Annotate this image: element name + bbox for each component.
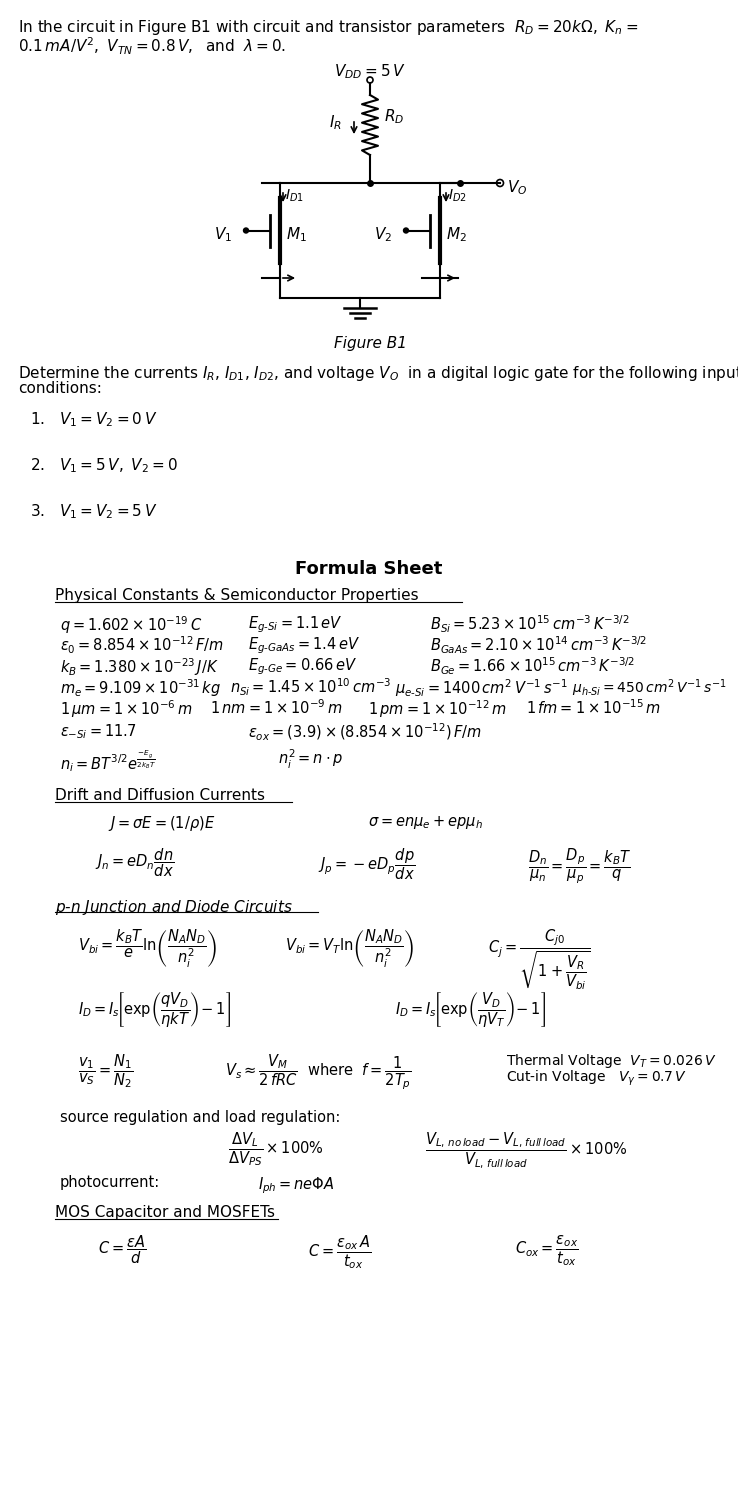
Text: conditions:: conditions: (18, 381, 102, 396)
Text: $V_s \approx \dfrac{V_M}{2\,fRC}$  where  $f = \dfrac{1}{2T_p}$: $V_s \approx \dfrac{V_M}{2\,fRC}$ where … (225, 1052, 412, 1092)
Text: $I_{D1}$: $I_{D1}$ (285, 187, 304, 204)
Text: $V_1$: $V_1$ (214, 225, 232, 245)
Text: $V_2$: $V_2$ (374, 225, 392, 245)
Text: $\varepsilon_{ox} = (3.9) \times (8.854 \times 10^{-12})\,F/m$: $\varepsilon_{ox} = (3.9) \times (8.854 … (248, 723, 482, 742)
Text: Formula Sheet: Formula Sheet (295, 559, 443, 578)
Text: $\sigma = en\mu_e + ep\mu_h$: $\sigma = en\mu_e + ep\mu_h$ (368, 813, 483, 832)
Text: $I_R$: $I_R$ (329, 113, 342, 132)
Text: $n_i^2 = n \cdot p$: $n_i^2 = n \cdot p$ (278, 748, 343, 771)
Text: Drift and Diffusion Currents: Drift and Diffusion Currents (55, 788, 265, 803)
Text: $R_D$: $R_D$ (384, 107, 404, 125)
Text: $J = \sigma E = (1/\rho)E$: $J = \sigma E = (1/\rho)E$ (108, 813, 215, 833)
Text: $V_{bi} = V_T\ln\!\left(\dfrac{N_A N_D}{n_i^2}\right)$: $V_{bi} = V_T\ln\!\left(\dfrac{N_A N_D}{… (285, 928, 414, 971)
Text: Figure B1: Figure B1 (334, 336, 407, 351)
Circle shape (404, 228, 409, 233)
Text: $E_{g\text{-}GaAs} = 1.4\,eV$: $E_{g\text{-}GaAs} = 1.4\,eV$ (248, 635, 360, 656)
Text: $I_D = I_s\!\left[\exp\!\left(\dfrac{qV_D}{\eta kT}\right)\!-1\right]$: $I_D = I_s\!\left[\exp\!\left(\dfrac{qV_… (78, 990, 231, 1030)
Text: $1\,\mu m = 1 \times 10^{-6}\,m$: $1\,\mu m = 1 \times 10^{-6}\,m$ (60, 699, 193, 720)
Circle shape (244, 228, 249, 233)
Text: $n_i = BT^{3/2}e^{\frac{-E_g}{2k_BT}}$: $n_i = BT^{3/2}e^{\frac{-E_g}{2k_BT}}$ (60, 748, 156, 774)
Text: $0.1\,mA/V^2,\ V_{TN} = 0.8\,V,$  and  $\lambda = 0$.: $0.1\,mA/V^2,\ V_{TN} = 0.8\,V,$ and $\l… (18, 36, 286, 57)
Text: $J_n = eD_n\dfrac{dn}{dx}$: $J_n = eD_n\dfrac{dn}{dx}$ (95, 847, 174, 878)
Text: $q = 1.602 \times 10^{-19}\,C$: $q = 1.602 \times 10^{-19}\,C$ (60, 614, 202, 635)
Text: $V_O$: $V_O$ (507, 178, 528, 197)
Text: $\dfrac{D_n}{\mu_n} = \dfrac{D_p}{\mu_p} = \dfrac{k_BT}{q}$: $\dfrac{D_n}{\mu_n} = \dfrac{D_p}{\mu_p}… (528, 847, 632, 885)
Text: $V_{DD}=5\,V$: $V_{DD}=5\,V$ (334, 62, 406, 80)
Text: $p$-$n$ Junction and Diode Circuits: $p$-$n$ Junction and Diode Circuits (55, 898, 293, 916)
Text: source regulation and load regulation:: source regulation and load regulation: (60, 1110, 340, 1125)
Text: $I_{ph} = ne\Phi A$: $I_{ph} = ne\Phi A$ (258, 1175, 334, 1196)
Text: Cut-in Voltage   $V_\gamma = 0.7\,V$: Cut-in Voltage $V_\gamma = 0.7\,V$ (506, 1069, 686, 1089)
Text: Determine the currents $I_R$, $I_{D1}$, $I_{D2}$, and voltage $V_O$  in a digita: Determine the currents $I_R$, $I_{D1}$, … (18, 364, 738, 383)
Text: $1\,nm = 1 \times 10^{-9}\,m$: $1\,nm = 1 \times 10^{-9}\,m$ (210, 699, 342, 717)
Text: MOS Capacitor and MOSFETs: MOS Capacitor and MOSFETs (55, 1205, 275, 1220)
Text: 1.   $V_1 =V_2 = 0\,V$: 1. $V_1 =V_2 = 0\,V$ (30, 410, 157, 429)
Text: $M_2$: $M_2$ (446, 225, 467, 245)
Text: Physical Constants & Semiconductor Properties: Physical Constants & Semiconductor Prope… (55, 588, 418, 603)
Text: In the circuit in Figure B1 with circuit and transistor parameters  $R_D = 20k\O: In the circuit in Figure B1 with circuit… (18, 18, 638, 36)
Text: $k_B = 1.380 \times 10^{-23}\,J/K$: $k_B = 1.380 \times 10^{-23}\,J/K$ (60, 656, 218, 677)
Text: 2.   $V_1 = 5\,V,\ V_2 = 0$: 2. $V_1 = 5\,V,\ V_2 = 0$ (30, 457, 178, 475)
Text: $\dfrac{V_{L,\,no\,load} - V_{L,\,full\,load}}{V_{L,\,full\,load}} \times 100\%$: $\dfrac{V_{L,\,no\,load} - V_{L,\,full\,… (425, 1129, 627, 1170)
Text: $M_1$: $M_1$ (286, 225, 307, 245)
Text: $C_j = \dfrac{C_{j0}}{\sqrt{1+\dfrac{V_R}{V_{bi}}}}$: $C_j = \dfrac{C_{j0}}{\sqrt{1+\dfrac{V_R… (488, 928, 590, 992)
Text: $B_{Ge} = 1.66 \times 10^{15}\,cm^{-3}\,K^{-3/2}$: $B_{Ge} = 1.66 \times 10^{15}\,cm^{-3}\,… (430, 656, 635, 677)
Text: $E_{g\text{-}Si} = 1.1\,eV$: $E_{g\text{-}Si} = 1.1\,eV$ (248, 614, 342, 635)
Text: $V_{bi} = \dfrac{k_BT}{e}\ln\!\left(\dfrac{N_A N_D}{n_i^2}\right)$: $V_{bi} = \dfrac{k_BT}{e}\ln\!\left(\dfr… (78, 928, 217, 971)
Text: $C = \dfrac{\varepsilon A}{d}$: $C = \dfrac{\varepsilon A}{d}$ (98, 1232, 146, 1266)
Text: $C = \dfrac{\varepsilon_{ox}\,A}{t_{ox}}$: $C = \dfrac{\varepsilon_{ox}\,A}{t_{ox}}… (308, 1232, 371, 1272)
Text: $\varepsilon_{\mathrm{-}Si} = 11.7$: $\varepsilon_{\mathrm{-}Si} = 11.7$ (60, 723, 137, 741)
Text: $\dfrac{v_1}{v_S} = \dfrac{N_1}{N_2}$: $\dfrac{v_1}{v_S} = \dfrac{N_1}{N_2}$ (78, 1052, 134, 1090)
Text: $I_D = I_s\!\left[\exp\!\left(\dfrac{V_D}{\eta V_T}\right)\!-1\right]$: $I_D = I_s\!\left[\exp\!\left(\dfrac{V_D… (395, 990, 546, 1030)
Text: $\dfrac{\Delta V_L}{\Delta V_{PS}} \times 100\%$: $\dfrac{\Delta V_L}{\Delta V_{PS}} \time… (228, 1129, 324, 1167)
Text: $1\,fm = 1 \times 10^{-15}\,m$: $1\,fm = 1 \times 10^{-15}\,m$ (526, 699, 661, 717)
Text: photocurrent:: photocurrent: (60, 1175, 160, 1190)
Text: $\varepsilon_0 = 8.854 \times 10^{-12}\,F/m$: $\varepsilon_0 = 8.854 \times 10^{-12}\,… (60, 635, 224, 656)
Text: $\mu_{e\text{-}Si} = 1400\,cm^2\,V^{-1}\,s^{-1}$: $\mu_{e\text{-}Si} = 1400\,cm^2\,V^{-1}\… (395, 677, 568, 699)
Text: $\mu_{h\text{-}Si} = 450\,cm^2\,V^{-1}\,s^{-1}$: $\mu_{h\text{-}Si} = 450\,cm^2\,V^{-1}\,… (572, 677, 727, 699)
Text: $B_{Si} = 5.23 \times 10^{15}\,cm^{-3}\,K^{-3/2}$: $B_{Si} = 5.23 \times 10^{15}\,cm^{-3}\,… (430, 614, 630, 635)
Text: $C_{ox} = \dfrac{\varepsilon_{ox}}{t_{ox}}$: $C_{ox} = \dfrac{\varepsilon_{ox}}{t_{ox… (515, 1232, 579, 1269)
Text: $I_{D2}$: $I_{D2}$ (448, 187, 467, 204)
Text: $J_p = -eD_p\dfrac{dp}{dx}$: $J_p = -eD_p\dfrac{dp}{dx}$ (318, 847, 415, 881)
Text: Thermal Voltage  $V_T = 0.026\,V$: Thermal Voltage $V_T = 0.026\,V$ (506, 1052, 717, 1070)
Text: $E_{g\text{-}Ge} = 0.66\,eV$: $E_{g\text{-}Ge} = 0.66\,eV$ (248, 656, 357, 676)
Text: $B_{GaAs} = 2.10 \times 10^{14}\,cm^{-3}\,K^{-3/2}$: $B_{GaAs} = 2.10 \times 10^{14}\,cm^{-3}… (430, 635, 647, 656)
Text: $n_{Si} = 1.45 \times 10^{10}\,cm^{-3}$: $n_{Si} = 1.45 \times 10^{10}\,cm^{-3}$ (230, 677, 391, 699)
Text: $1\,pm = 1 \times 10^{-12}\,m$: $1\,pm = 1 \times 10^{-12}\,m$ (368, 699, 507, 720)
Text: 3.   $V_1 = V_2 = 5\,V$: 3. $V_1 = V_2 = 5\,V$ (30, 502, 157, 520)
Text: $m_e = 9.109 \times 10^{-31}\,kg$: $m_e = 9.109 \times 10^{-31}\,kg$ (60, 677, 221, 699)
